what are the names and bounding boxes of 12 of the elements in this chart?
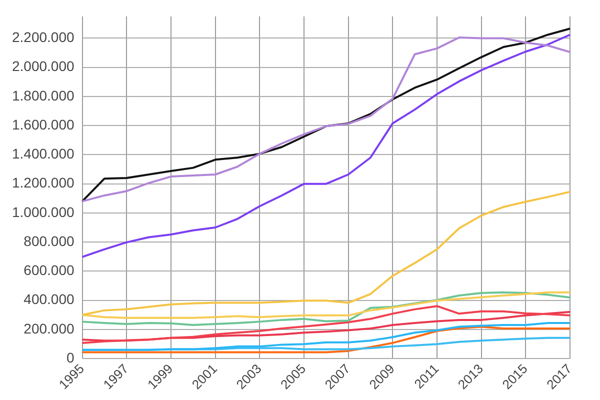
y-tick-label: 0 — [66, 349, 74, 366]
y-tick-label: 800.000 — [24, 232, 74, 249]
y-tick-label: 1.200.000 — [12, 174, 74, 191]
y-tick-label: 1.000.000 — [12, 204, 74, 220]
y-tick-label: 1.600.000 — [12, 116, 74, 132]
y-tick-label: 200.000 — [24, 320, 74, 336]
y-tick-label: 2.000.000 — [12, 58, 74, 74]
y-tick-label: 400.000 — [24, 291, 74, 308]
y-tick-label: 600.000 — [24, 262, 74, 278]
y-tick-label: 2.200.000 — [12, 29, 74, 46]
y-tick-label: 1.400.000 — [12, 146, 74, 162]
y-tick-label: 1.800.000 — [12, 87, 74, 104]
